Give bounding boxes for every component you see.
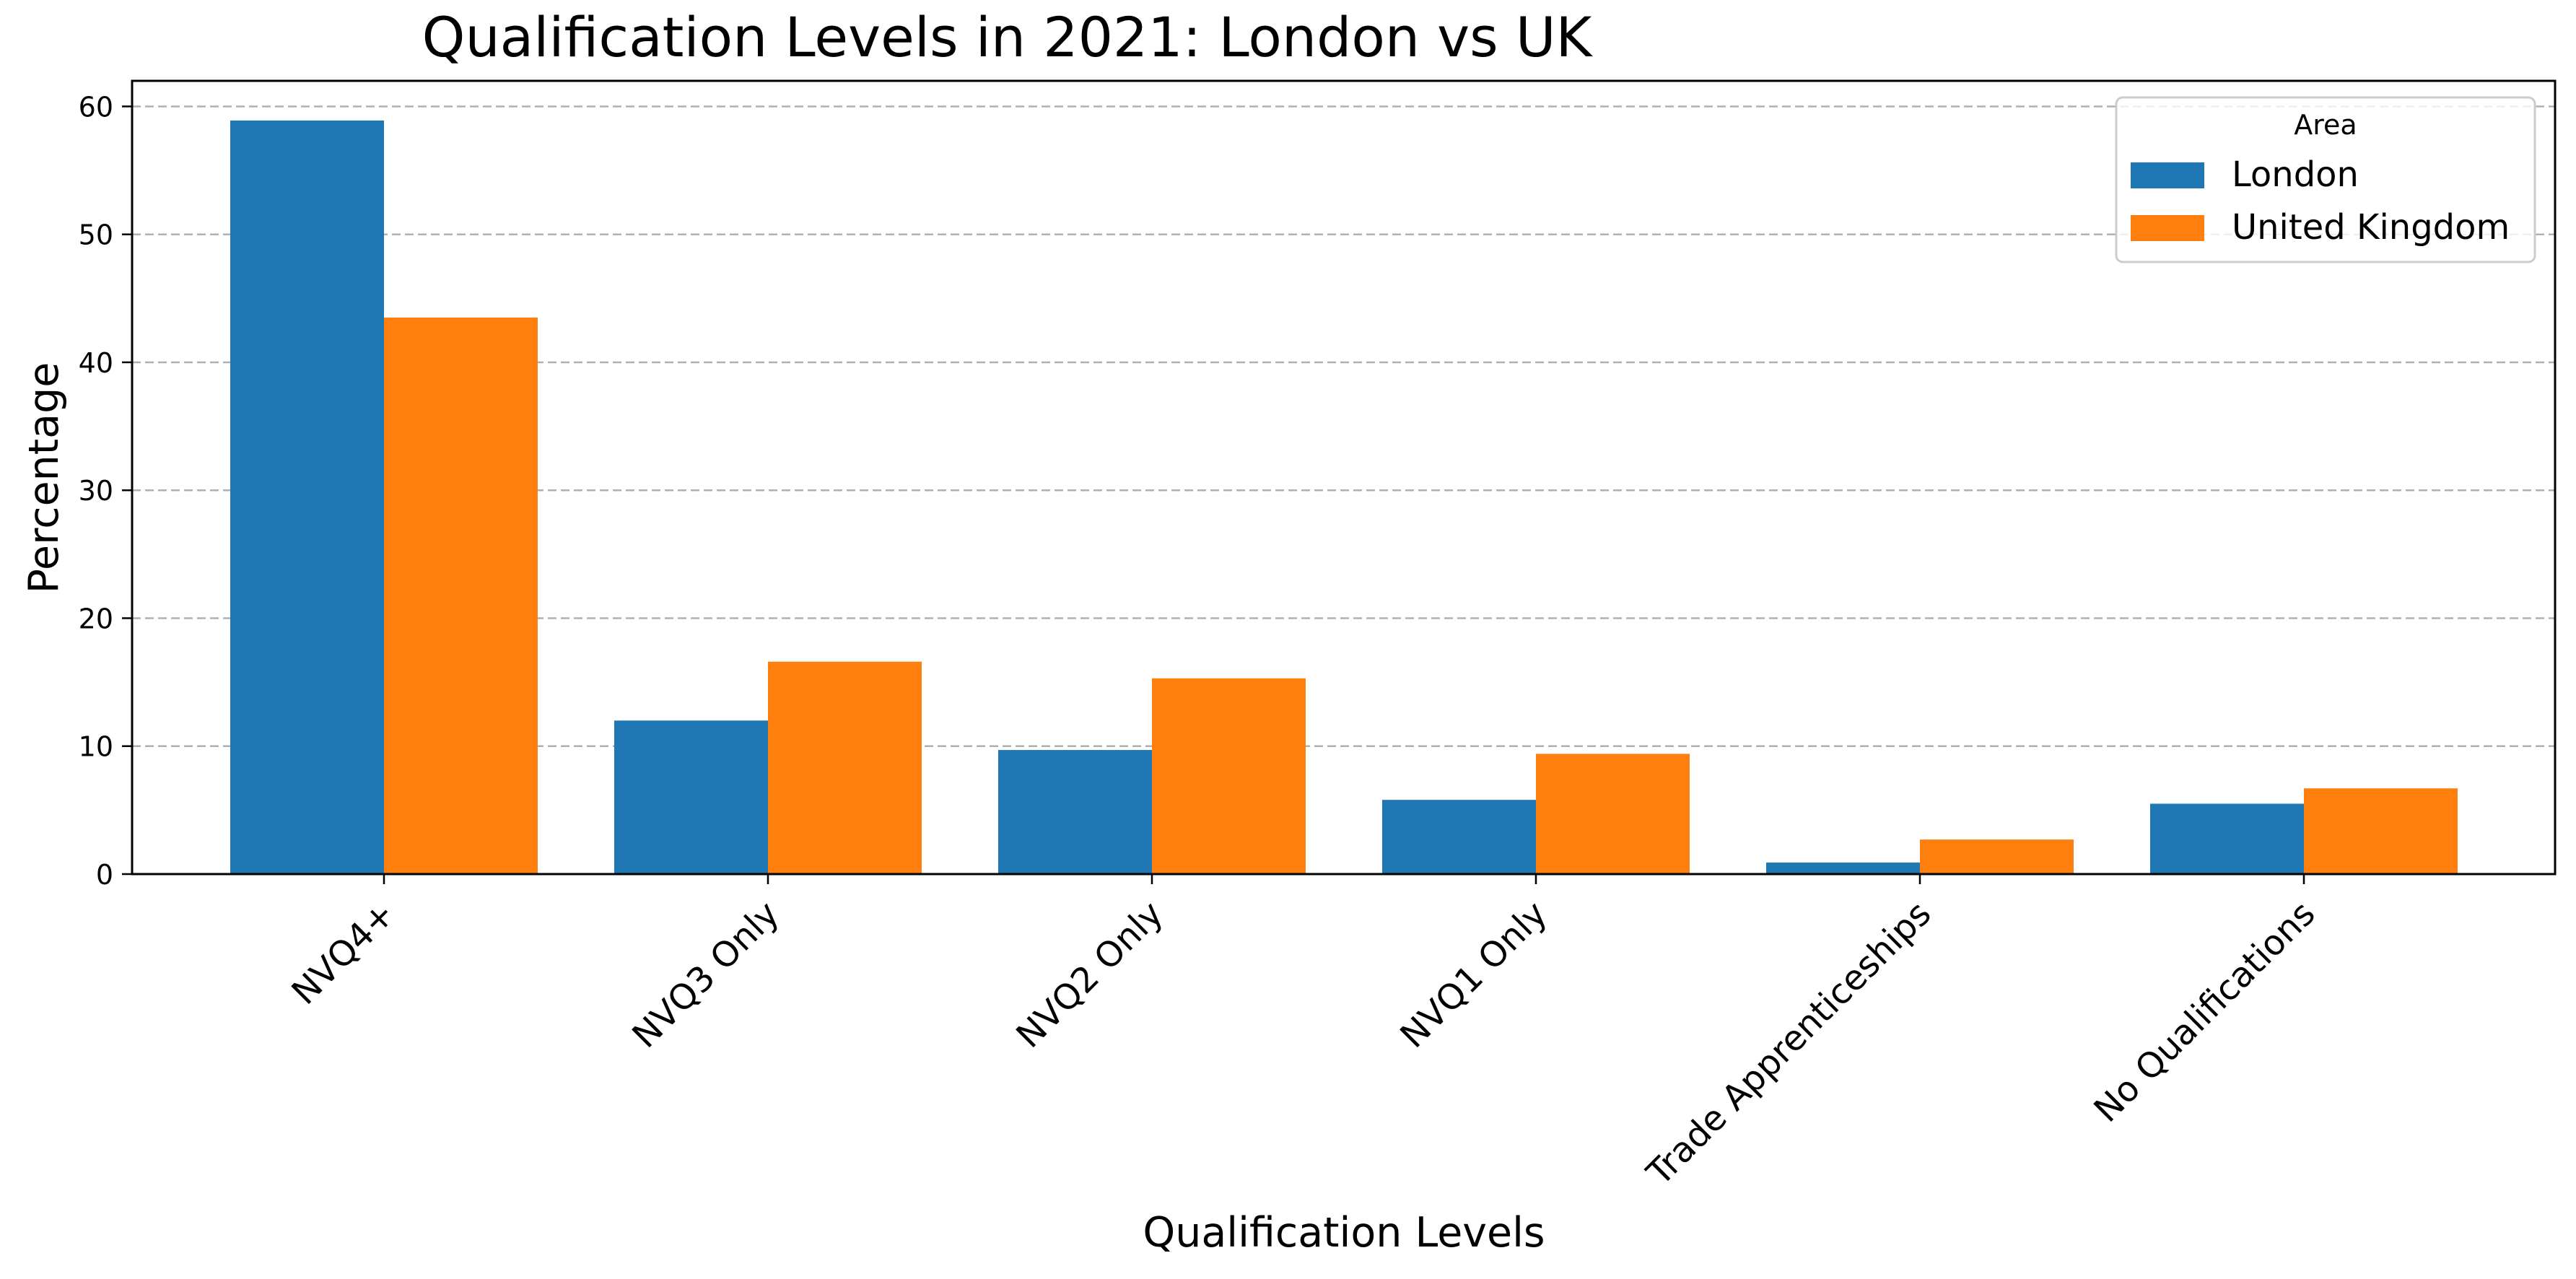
y-tick-label: 60 <box>79 91 113 123</box>
y-tick-label: 40 <box>79 347 113 379</box>
chart-title: Qualification Levels in 2021: London vs … <box>422 5 1594 69</box>
bar-london <box>2150 803 2304 874</box>
legend-label-united-kingdom: United Kingdom <box>2232 207 2510 248</box>
bars <box>230 120 2458 875</box>
bar-united-kingdom <box>1152 678 1306 874</box>
bar-united-kingdom <box>2304 788 2458 874</box>
bar-united-kingdom <box>1536 754 1690 874</box>
bar-london <box>1382 800 1536 874</box>
bar-london <box>998 750 1152 874</box>
y-tick-label: 20 <box>79 603 113 634</box>
bar-london <box>1766 863 1920 874</box>
bar-london <box>230 120 384 875</box>
legend-title: Area <box>2294 109 2357 141</box>
y-tick-label: 0 <box>96 859 113 891</box>
y-tick-label: 30 <box>79 475 113 507</box>
x-axis-label: Qualification Levels <box>1143 1209 1545 1257</box>
y-axis: 0 10 20 30 40 50 60 <box>79 91 132 891</box>
legend-swatch-london <box>2131 162 2204 188</box>
bar-united-kingdom <box>768 661 922 874</box>
bar-united-kingdom <box>1920 839 2074 874</box>
legend-frame <box>2115 96 2536 263</box>
y-axis-label: Percentage <box>20 362 68 594</box>
legend-label-london: London <box>2232 154 2359 195</box>
y-tick-label: 50 <box>79 219 113 251</box>
legend-swatch-united-kingdom <box>2131 215 2204 241</box>
bar-london <box>614 720 768 874</box>
plot-frame <box>131 79 2557 876</box>
bar-united-kingdom <box>384 317 538 874</box>
legend: Area London United Kingdom <box>2115 96 2536 263</box>
y-tick-label: 10 <box>79 731 113 763</box>
